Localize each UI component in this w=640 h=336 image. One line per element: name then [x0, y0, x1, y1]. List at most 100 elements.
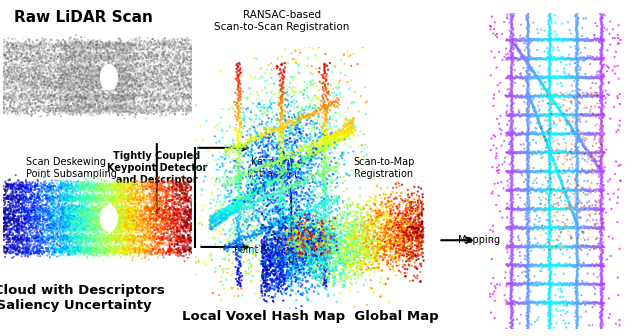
Point	[99, 197, 109, 202]
Point	[227, 205, 237, 210]
Point	[62, 98, 72, 104]
Point	[41, 42, 51, 47]
Point	[305, 212, 315, 217]
Point	[115, 67, 125, 72]
Point	[161, 223, 172, 229]
Point	[278, 137, 289, 143]
Point	[390, 255, 400, 260]
Point	[536, 126, 547, 131]
Point	[3, 68, 13, 73]
Point	[39, 100, 49, 106]
Point	[116, 208, 127, 213]
Point	[159, 94, 170, 99]
Point	[132, 80, 142, 85]
Point	[221, 266, 232, 271]
Point	[506, 49, 516, 54]
Point	[233, 271, 243, 277]
Point	[151, 109, 161, 114]
Point	[506, 75, 516, 80]
Point	[186, 83, 196, 88]
Point	[571, 17, 581, 23]
Point	[592, 187, 602, 193]
Point	[143, 61, 154, 67]
Point	[17, 203, 28, 208]
Point	[87, 41, 97, 46]
Point	[122, 85, 132, 90]
Point	[72, 204, 83, 210]
Point	[322, 117, 332, 123]
Point	[296, 225, 307, 230]
Point	[65, 94, 76, 99]
Point	[346, 168, 356, 173]
Point	[121, 94, 131, 99]
Point	[548, 159, 559, 164]
Point	[81, 66, 92, 71]
Point	[276, 158, 287, 163]
Point	[77, 212, 88, 218]
Point	[83, 76, 93, 81]
Point	[289, 268, 300, 273]
Point	[95, 66, 105, 71]
Point	[2, 223, 12, 229]
Point	[3, 207, 13, 212]
Point	[149, 70, 159, 75]
Point	[279, 246, 289, 251]
Point	[378, 231, 388, 236]
Point	[90, 216, 100, 222]
Point	[575, 199, 585, 204]
Point	[235, 169, 245, 175]
Point	[541, 94, 552, 99]
Point	[307, 154, 317, 159]
Point	[95, 207, 105, 212]
Point	[129, 74, 139, 79]
Point	[148, 219, 159, 224]
Point	[397, 226, 408, 232]
Point	[280, 237, 291, 243]
Point	[414, 222, 424, 227]
Point	[572, 304, 582, 309]
Point	[26, 239, 36, 244]
Point	[269, 202, 279, 207]
Point	[90, 81, 100, 86]
Point	[303, 209, 314, 215]
Point	[558, 161, 568, 167]
Point	[42, 77, 52, 82]
Point	[128, 55, 138, 60]
Point	[571, 242, 581, 248]
Point	[94, 86, 104, 91]
Point	[316, 195, 326, 200]
Point	[56, 207, 66, 212]
Point	[515, 207, 525, 212]
Point	[35, 81, 45, 86]
Point	[119, 73, 129, 79]
Point	[77, 207, 88, 212]
Point	[60, 107, 70, 112]
Point	[180, 199, 190, 204]
Point	[295, 222, 305, 227]
Point	[368, 259, 378, 264]
Point	[271, 175, 282, 181]
Point	[524, 163, 534, 168]
Point	[64, 105, 74, 111]
Point	[92, 210, 102, 215]
Point	[278, 116, 289, 122]
Point	[40, 53, 50, 58]
Point	[15, 46, 25, 51]
Point	[150, 195, 160, 200]
Point	[42, 86, 52, 91]
Point	[406, 225, 417, 230]
Point	[122, 83, 132, 89]
Point	[58, 234, 68, 240]
Point	[511, 244, 521, 249]
Point	[323, 81, 333, 87]
Point	[134, 88, 144, 93]
Point	[509, 243, 519, 249]
Point	[306, 219, 316, 225]
Point	[48, 242, 58, 248]
Point	[272, 180, 282, 185]
Point	[373, 239, 383, 244]
Point	[228, 143, 239, 148]
Point	[347, 222, 357, 227]
Point	[541, 93, 551, 98]
Point	[31, 82, 42, 88]
